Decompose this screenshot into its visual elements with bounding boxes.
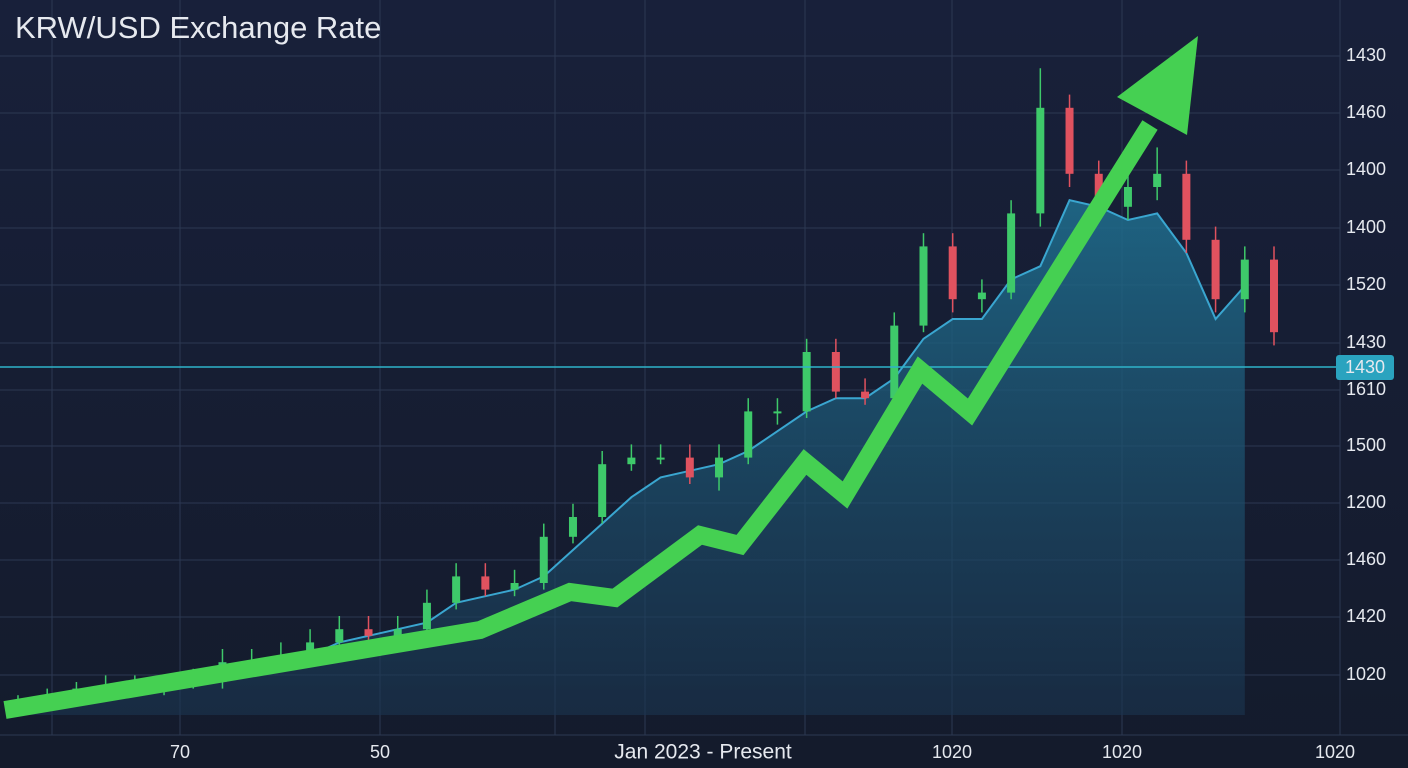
chart-title: KRW/USD Exchange Rate (15, 10, 381, 45)
current-price-label: 1430 (1345, 357, 1385, 377)
candle-body (1270, 259, 1278, 333)
y-tick-label: 1500 (1346, 435, 1386, 455)
y-tick-label: 1430 (1346, 45, 1386, 65)
candle-body (335, 629, 344, 643)
candle-body (802, 352, 811, 412)
candle-body (861, 391, 870, 399)
x-tick-label: Jan 2023 - Present (614, 741, 792, 764)
candle-body (393, 629, 402, 636)
candle-body (685, 457, 694, 478)
candle-body (919, 246, 928, 326)
candle-body (831, 352, 840, 392)
candle-body (890, 325, 899, 399)
candle-body (1153, 173, 1162, 187)
candle-body (1240, 259, 1249, 300)
candle-body (452, 576, 461, 603)
x-tick-label: 50 (370, 742, 390, 762)
candle-body (715, 457, 724, 478)
candle-body (568, 517, 577, 537)
trend-arrow (3, 36, 1198, 719)
candle-body (977, 292, 986, 300)
candle-body (948, 246, 957, 300)
candle-body (1211, 239, 1220, 300)
x-tick-label: 1020 (1102, 742, 1142, 762)
y-tick-label: 1430 (1346, 332, 1386, 352)
axis-labels: 1430146014001400152014301610150012001460… (170, 45, 1386, 764)
candle-body (1065, 107, 1074, 174)
y-tick-label: 1400 (1346, 159, 1386, 179)
candle-body (627, 457, 636, 465)
y-tick-label: 1460 (1346, 549, 1386, 569)
x-tick-label: 70 (170, 742, 190, 762)
y-tick-label: 1420 (1346, 606, 1386, 626)
candle-body (598, 464, 607, 517)
trend-arrow-shaft (3, 120, 1158, 719)
candle-body (364, 629, 373, 636)
candle-body (422, 602, 431, 630)
candle-body (1182, 173, 1191, 240)
trend-arrow-head (1117, 36, 1198, 135)
candle-body (773, 411, 782, 414)
candle-body (744, 411, 753, 458)
candle-body (1123, 187, 1132, 207)
y-tick-label: 1520 (1346, 274, 1386, 294)
candle-body (656, 457, 665, 460)
candle-body (510, 583, 519, 590)
y-tick-label: 1460 (1346, 102, 1386, 122)
candle-body (481, 576, 490, 590)
y-tick-label: 1020 (1346, 664, 1386, 684)
x-tick-label: 1020 (1315, 742, 1355, 762)
y-tick-label: 1400 (1346, 217, 1386, 237)
candle-layer (14, 68, 1278, 715)
y-tick-label: 1610 (1346, 379, 1386, 399)
candle-body (306, 642, 315, 656)
y-tick-label: 1200 (1346, 492, 1386, 512)
candle-body (539, 536, 548, 583)
current-price-tag (1336, 355, 1394, 380)
x-tick-label: 1020 (932, 742, 972, 762)
candle-body (1007, 213, 1016, 293)
candle-body (1036, 107, 1045, 214)
